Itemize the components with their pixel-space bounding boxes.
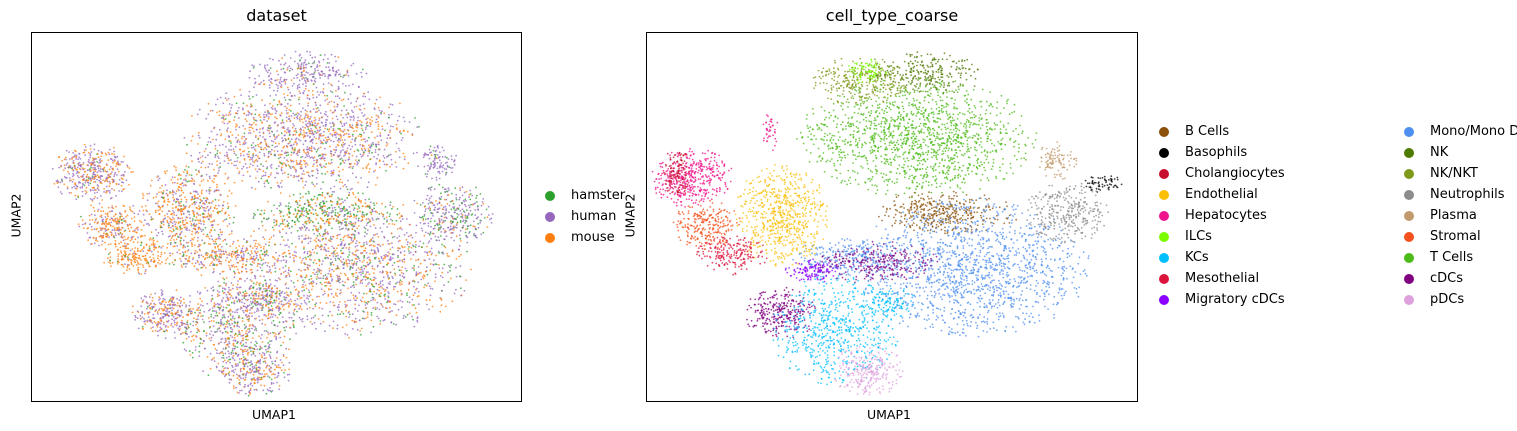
legend-marker-icon (1404, 190, 1414, 200)
legend-marker-icon (1159, 232, 1169, 242)
legend-marker-icon (545, 233, 555, 243)
legend-marker-icon (1159, 169, 1169, 179)
chart-2-scatter (651, 51, 1123, 396)
legend-marker-icon (545, 212, 555, 222)
legend-label: ILCs (1185, 229, 1212, 244)
legend-label: NK (1430, 145, 1449, 160)
legend-marker-icon (1404, 169, 1414, 179)
chart-2-xlabel: UMAP1 (867, 407, 911, 422)
legend-marker-icon (1159, 148, 1169, 158)
legend-marker-icon (1404, 295, 1414, 305)
legend-label: mouse (571, 230, 615, 245)
legend-label: Stromal (1430, 229, 1481, 244)
chart-2-ylabel: UMAP2 (622, 193, 638, 238)
legend-marker-icon (1159, 190, 1169, 200)
legend-label: hamster (571, 188, 626, 203)
legend-marker-icon (1404, 148, 1414, 158)
chart-1-title: dataset (246, 6, 307, 25)
legend-label: Cholangiocytes (1185, 166, 1285, 181)
legend-label: B Cells (1185, 124, 1230, 139)
chart-2-plot-area (646, 32, 1138, 402)
legend-marker-icon (1404, 274, 1414, 284)
legend-marker-icon (1404, 211, 1414, 221)
legend-marker-icon (1159, 295, 1169, 305)
legend-marker-icon (1159, 127, 1169, 137)
legend-label: KCs (1185, 250, 1209, 265)
legend-marker-icon (1404, 127, 1414, 137)
legend-label: pDCs (1430, 292, 1465, 307)
chart-2-title: cell_type_coarse (825, 6, 959, 25)
chart-1-scatter (51, 50, 494, 397)
legend-marker-icon (1159, 274, 1169, 284)
legend-label: NK/NKT (1430, 166, 1478, 181)
chart-1-plot-area (31, 32, 522, 402)
legend-label: Basophils (1185, 145, 1248, 160)
legend-label: Neutrophils (1430, 187, 1505, 202)
legend-label: Migratory cDCs (1185, 292, 1285, 307)
legend-label: Hepatocytes (1185, 208, 1267, 223)
legend-marker-icon (1159, 211, 1169, 221)
legend-label: T Cells (1430, 250, 1474, 265)
legend-marker-icon (1404, 253, 1414, 263)
chart-1-xlabel: UMAP1 (252, 407, 296, 422)
legend-label: Plasma (1430, 208, 1477, 223)
legend-label: cDCs (1430, 271, 1464, 286)
legend-marker-icon (545, 191, 555, 201)
chart-1-ylabel: UMAP2 (8, 193, 24, 238)
legend-label: Endothelial (1185, 187, 1258, 202)
legend-label: Mono/Mono Derived (1430, 124, 1517, 139)
legend-marker-icon (1404, 232, 1414, 242)
legend-label: Mesothelial (1185, 271, 1260, 286)
legend-marker-icon (1159, 253, 1169, 263)
legend-label: human (571, 209, 617, 224)
